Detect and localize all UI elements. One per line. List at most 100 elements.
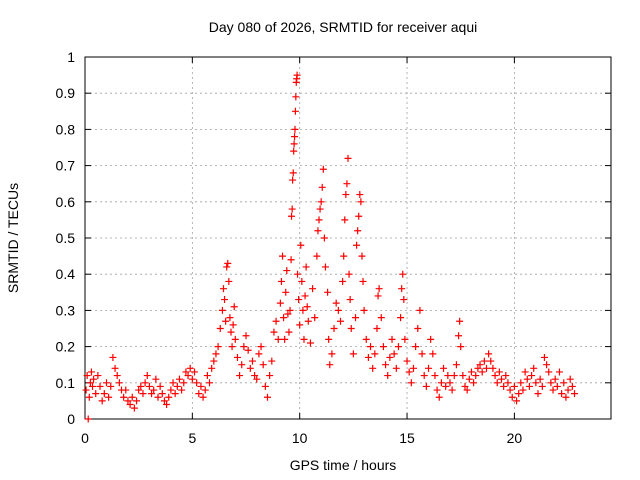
data-point <box>165 393 173 401</box>
data-point <box>547 379 555 387</box>
data-point <box>216 325 224 332</box>
data-point <box>197 382 205 390</box>
data-point <box>356 191 364 199</box>
data-point <box>128 393 136 401</box>
data-point <box>133 397 141 405</box>
data-point <box>536 375 544 383</box>
y-tick-label: 0.4 <box>56 266 76 282</box>
data-point <box>276 299 284 307</box>
data-point <box>422 382 430 390</box>
data-point <box>158 390 166 398</box>
data-point <box>485 350 493 358</box>
data-point <box>218 306 226 314</box>
data-point <box>551 375 559 383</box>
data-point <box>478 368 486 376</box>
data-point <box>386 353 394 361</box>
axis-ticks: 00.10.20.30.40.50.60.70.80.910 5 10 15 20 <box>56 49 611 446</box>
data-point <box>160 397 168 405</box>
data-point <box>560 379 568 387</box>
data-point <box>379 343 387 351</box>
data-point <box>332 299 340 307</box>
data-point <box>283 267 291 275</box>
data-point <box>407 379 415 387</box>
data-point <box>373 325 381 332</box>
plot-frame <box>84 56 612 420</box>
y-tick-label: 0 <box>67 411 75 427</box>
data-point <box>253 375 261 383</box>
data-point <box>328 350 336 358</box>
data-point <box>85 393 93 401</box>
data-point <box>263 393 271 401</box>
data-point <box>504 379 512 387</box>
data-point <box>352 314 360 322</box>
data-point <box>502 372 510 380</box>
data-point <box>545 368 553 376</box>
data-point <box>291 107 299 115</box>
data-point <box>433 386 441 394</box>
data-point <box>340 252 348 260</box>
data-point <box>398 285 406 293</box>
data-point <box>306 339 314 347</box>
data-point <box>304 317 312 325</box>
data-point <box>523 375 531 383</box>
data-point <box>219 285 227 293</box>
x-tick-label: 15 <box>399 430 415 446</box>
data-point <box>355 212 363 220</box>
data-point <box>178 386 186 394</box>
data-point <box>456 317 464 325</box>
data-point <box>414 325 422 332</box>
data-point <box>388 335 396 343</box>
data-point <box>437 379 445 387</box>
data-point <box>489 364 497 372</box>
data-point <box>318 183 326 191</box>
data-point <box>506 386 514 394</box>
y-tick-label: 0.9 <box>56 85 76 101</box>
data-point <box>401 335 409 343</box>
data-point <box>345 270 353 278</box>
data-point <box>498 375 506 383</box>
data-point <box>403 357 411 365</box>
data-point <box>284 310 292 318</box>
grid-lines <box>85 57 611 419</box>
y-tick-label: 0.6 <box>56 194 76 210</box>
data-point <box>530 364 538 372</box>
data-point <box>418 350 426 358</box>
data-point <box>87 368 95 376</box>
data-point <box>137 382 145 390</box>
data-point <box>240 343 248 351</box>
x-tick-label: 10 <box>292 430 308 446</box>
data-point <box>315 216 323 224</box>
data-point <box>525 382 533 390</box>
data-point <box>139 390 147 398</box>
data-point <box>564 386 572 394</box>
data-point <box>487 357 495 365</box>
data-point <box>199 393 207 401</box>
data-point <box>291 125 299 133</box>
data-point <box>295 296 303 304</box>
data-point <box>513 397 521 405</box>
data-point <box>321 263 329 271</box>
data-point <box>296 321 304 329</box>
data-point <box>482 364 490 372</box>
data-point <box>203 372 211 380</box>
data-point <box>289 176 297 184</box>
data-point <box>311 314 319 322</box>
data-point <box>405 368 413 376</box>
data-point <box>277 277 285 285</box>
data-point <box>225 277 233 285</box>
data-point <box>566 375 574 383</box>
data-point <box>231 335 239 343</box>
data-point <box>571 390 579 398</box>
data-point <box>282 288 290 296</box>
data-point <box>300 335 308 343</box>
data-point <box>298 277 306 285</box>
data-point <box>429 350 437 358</box>
data-point <box>500 382 508 390</box>
data-point <box>163 401 171 409</box>
data-point <box>190 368 198 376</box>
data-point <box>480 357 488 365</box>
data-point <box>90 375 98 383</box>
data-point <box>227 328 235 336</box>
data-point <box>188 375 196 383</box>
